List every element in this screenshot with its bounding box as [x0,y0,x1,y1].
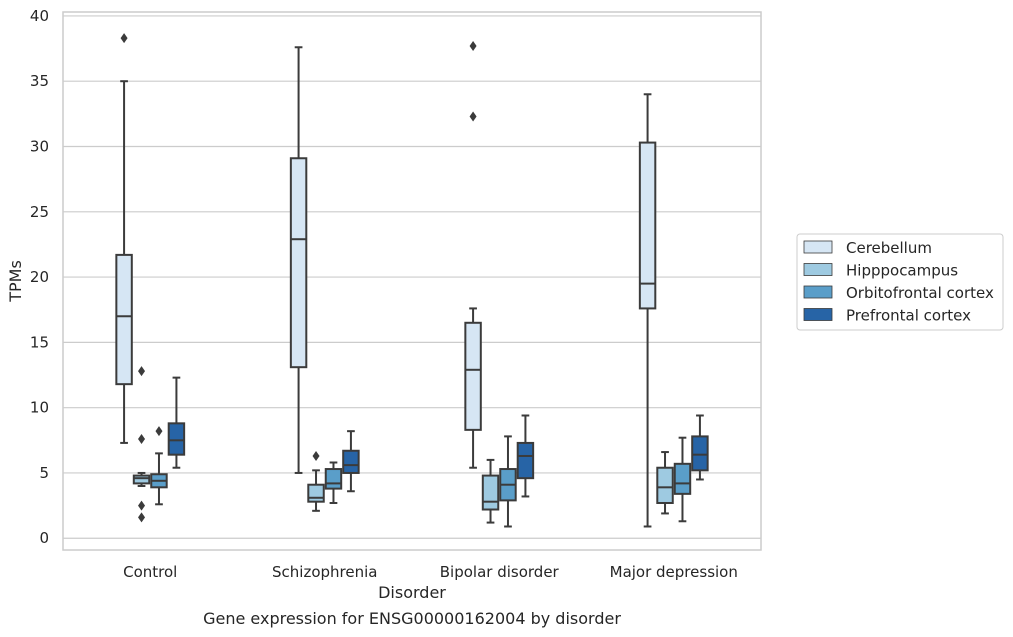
y-tick-label: 0 [39,529,49,547]
x-tick-labels: Control Schizophrenia Bipolar disorder Majo… [123,563,738,581]
plot-frame [62,11,762,551]
chart-caption: Gene expression for ENSG00000162004 by d… [203,609,621,628]
box-orbitofrontal-cortex [673,436,692,523]
legend-label: Hipppocampus [846,262,958,280]
y-tick-label: 15 [30,333,49,351]
box-iqr [342,449,360,474]
outlier-point [138,366,146,377]
y-tick-label: 30 [30,138,49,156]
box-iqr [656,466,674,504]
box-orbitofrontal-cortex [499,435,517,528]
box-hipppocampus [307,450,325,512]
box-iqr [638,141,657,310]
y-axis-label: TPMs [6,260,25,303]
box-iqr [167,422,186,456]
box-iqr [115,253,133,386]
box-hipppocampus [132,366,151,523]
box-groups [115,33,709,528]
x-tick-label: Bipolar disorder [440,563,560,581]
outlier-point [469,40,477,51]
box-prefrontal-cortex [516,414,535,498]
y-tick-label: 40 [30,7,49,25]
x-tick-label: Schizophrenia [272,563,377,581]
y-tick-label: 10 [30,399,49,417]
outlier-point [120,33,128,44]
outlier-point [312,450,320,461]
box-iqr [691,435,709,472]
legend-label: Cerebellum [846,239,932,257]
box-iqr [481,474,500,511]
outlier-point [138,512,146,523]
legend: Cerebellum Hipppocampus Orbitofrontal cort… [796,233,1004,331]
y-tick-label: 20 [30,268,49,286]
box-cerebellum [464,40,482,469]
legend-swatch [803,308,833,321]
x-tick-label: Control [123,563,177,581]
legend-swatch [803,285,833,299]
box-prefrontal-cortex [691,414,709,481]
legend-frame [796,233,1004,331]
outlier-point [469,111,477,122]
box-hipppocampus [656,451,674,515]
y-tick-labels: 0 5 10 15 20 25 30 35 40 [30,7,49,547]
outlier-point [155,426,163,437]
box-cerebellum [115,33,133,444]
y-tick-label: 35 [30,72,49,90]
box-iqr [289,157,308,369]
x-axis-label: Disorder [378,583,446,602]
legend-label: Prefrontal cortex [846,307,971,325]
y-tick-label: 5 [39,464,49,482]
box-hipppocampus [481,458,500,524]
outlier-point [138,434,146,445]
box-orbitofrontal-cortex [150,426,168,506]
legend-swatch [803,263,833,276]
legend-swatch [803,240,833,254]
y-tick-label: 25 [30,203,49,221]
box-iqr [464,321,482,431]
box-iqr [132,474,151,485]
box-iqr [307,483,325,503]
box-cerebellum [289,46,308,474]
box-iqr [324,468,343,490]
box-prefrontal-cortex [167,376,186,469]
box-orbitofrontal-cortex [324,461,343,504]
outlier-point [138,500,146,511]
box-iqr [516,441,535,480]
legend-label: Orbitofrontal cortex [846,284,994,302]
x-tick-label: Major depression [610,563,738,581]
box-prefrontal-cortex [342,430,360,493]
box-iqr [673,462,692,495]
box-cerebellum [638,93,657,528]
